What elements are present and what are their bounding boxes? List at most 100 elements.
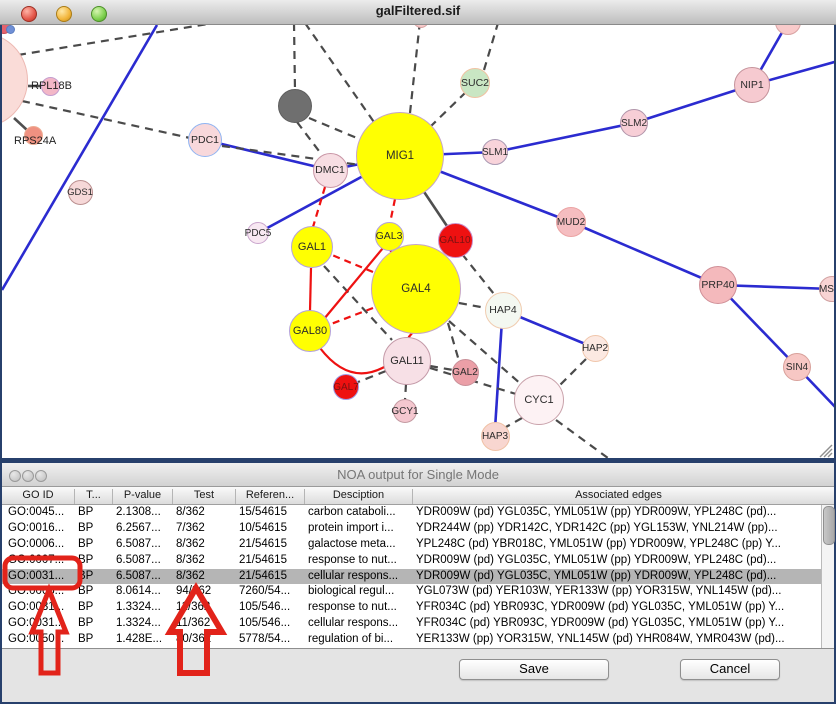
cell-type: BP [78,633,94,646]
node-cyc1[interactable]: CYC1 [514,375,564,425]
cell-test: 8/362 [176,506,205,518]
network-canvas[interactable]: GDS1 PDC1 DMC1 MIG1 SUC2 SLM1 SLM2 NIP1 … [2,25,834,458]
node-gal10[interactable]: GAL10 [437,222,473,258]
cell-reference: 105/546... [239,617,291,630]
node-dark-gray[interactable] [278,89,312,123]
node-gds1[interactable]: GDS1 [67,179,93,205]
cell-test: 94/362 [176,585,212,598]
close-button-icon[interactable] [9,470,21,482]
cell-associated-edges: YDR009W (pd) YGL035C, YML051W (pp) YDR00… [416,553,777,566]
column-header-p-value[interactable]: P-value [112,489,172,504]
node-label-rpl18b: RPL18B [31,80,72,92]
node-pdc1[interactable]: PDC1 [188,123,222,157]
cell-type: BP [78,553,94,566]
cell-description: response to nut... [308,601,397,614]
cell-go-id: GO:0050... [8,633,65,646]
node-gal80[interactable]: GAL80 [289,310,331,352]
network-window-titlebar[interactable]: galFiltered.sif [0,0,836,25]
column-header-associated-edges[interactable]: Associated edges [412,489,824,504]
cell-test: 7/362 [176,521,205,534]
node-prp40[interactable]: PRP40 [699,266,737,304]
table-row[interactable]: GO:0007... BP 6.5087... 8/362 21/54615 respon… [2,553,834,569]
node-suc2[interactable]: SUC2 [460,68,490,98]
noa-panel-titlebar[interactable]: NOA output for Single Mode [2,463,834,487]
node-hap3[interactable]: HAP3 [480,421,510,451]
node-gal11[interactable]: GAL11 [383,337,431,385]
zoom-button-icon[interactable] [91,6,107,22]
node-mud2[interactable]: MUD2 [556,207,586,237]
table-row[interactable]: GO:0045... BP 2.1308... 8/362 15/54615 carbon… [2,505,834,521]
table-row[interactable]: GO:0031... BP 1.3324... 11/362 105/546... res… [2,600,834,616]
node-mig1[interactable]: MIG1 [356,112,444,200]
node-sin4[interactable]: SIN4 [783,353,811,381]
panel-divider [0,458,836,463]
window-title: galFiltered.sif [375,3,461,18]
close-button-icon[interactable] [21,6,37,22]
cell-go-id: GO:0031... [8,569,65,582]
table-row[interactable]: GO:0016... BP 6.2567... 7/362 10/54615 protei… [2,521,834,537]
cell-p-value: 1.3324... [116,601,161,614]
save-button[interactable]: Save [459,659,609,680]
cell-test: 8/362 [176,569,205,582]
table-header: GO ID T... P-value Test Referen... Desci… [2,487,834,505]
node-gcy1[interactable]: GCY1 [391,399,419,423]
cancel-button[interactable]: Cancel [680,659,780,680]
cell-reference: 5778/54... [239,633,291,646]
node-gal7[interactable]: GAL7 [333,374,359,400]
node-gal3[interactable]: GAL3 [374,221,404,251]
column-header-test[interactable]: Test [172,489,235,504]
cell-reference: 105/546... [239,601,291,614]
table-row[interactable]: GO:0050... BP 1.428E... 80/362 5778/54... reg… [2,632,834,648]
node-gal2[interactable]: GAL2 [451,358,479,386]
cell-associated-edges: YPL248C (pd) YBR018C, YML051W (pp) YDR00… [416,537,782,550]
cell-reference: 7260/54... [239,585,291,598]
column-header-reference[interactable]: Referen... [235,489,304,504]
node-gal1[interactable]: GAL1 [291,226,333,268]
minimize-button-icon[interactable] [56,6,72,22]
column-header-type[interactable]: T... [74,489,112,504]
cell-p-value: 8.0614... [116,585,161,598]
table-row[interactable]: GO:0006... BP 6.5087... 8/362 21/54615 galact… [2,537,834,553]
cell-test: 8/362 [176,553,205,566]
cell-test: 8/362 [176,537,205,550]
minimize-button-icon[interactable] [22,470,34,482]
cell-reference: 21/54615 [239,553,287,566]
node-hap2[interactable]: HAP2 [581,334,609,362]
node-corner-blue[interactable] [6,25,15,34]
cell-go-id: GO:0007... [8,553,65,566]
zoom-button-icon[interactable] [35,470,47,482]
cell-go-id: GO:0031... [8,617,65,630]
node-hap4[interactable]: HAP4 [484,291,522,329]
cell-description: response to nut... [308,553,397,566]
node-slm1[interactable]: SLM1 [482,139,508,165]
cell-go-id: GO:0031... [8,601,65,614]
cell-go-id: GO:0065... [8,585,65,598]
table-row-selected[interactable]: GO:0031... BP 6.5087... 8/362 21/54615 cellul… [2,568,834,585]
cell-description: cellular respons... [308,617,399,630]
node-label-rps24a: RPS24A [14,135,57,147]
network-edges [2,25,834,458]
node-pdc5[interactable]: PDC5 [245,222,271,244]
node-dmc1[interactable]: DMC1 [312,152,348,188]
node-gal4[interactable]: GAL4 [371,244,461,334]
cell-reference: 21/54615 [239,569,287,582]
cell-p-value: 2.1308... [116,506,161,518]
scrollbar-thumb[interactable] [823,506,835,545]
cell-go-id: GO:0006... [8,537,65,550]
table-row[interactable]: GO:0065... BP 8.0614... 94/362 7260/54... bio… [2,584,834,600]
node-slm2[interactable]: SLM2 [620,109,648,137]
cell-p-value: 6.5087... [116,553,161,566]
cell-p-value: 1.428E... [116,633,163,646]
table-row[interactable]: GO:0031... BP 1.3324... 11/362 105/546... cel… [2,616,834,632]
column-header-go-id[interactable]: GO ID [22,489,54,501]
noa-footer: Save Cancel [2,649,834,702]
node-rpl18b[interactable] [40,76,60,96]
node-nip1[interactable]: NIP1 [734,67,770,103]
cell-associated-edges: YGL073W (pd) YER103W, YER133W (pp) YOR31… [416,585,782,598]
node-rps24a[interactable] [23,125,43,145]
cell-type: BP [78,601,94,614]
column-header-description[interactable]: Desciption [304,489,412,504]
cell-description: galactose meta... [308,537,396,550]
cell-p-value: 6.2567... [116,521,161,534]
table-scrollbar[interactable] [821,505,835,648]
